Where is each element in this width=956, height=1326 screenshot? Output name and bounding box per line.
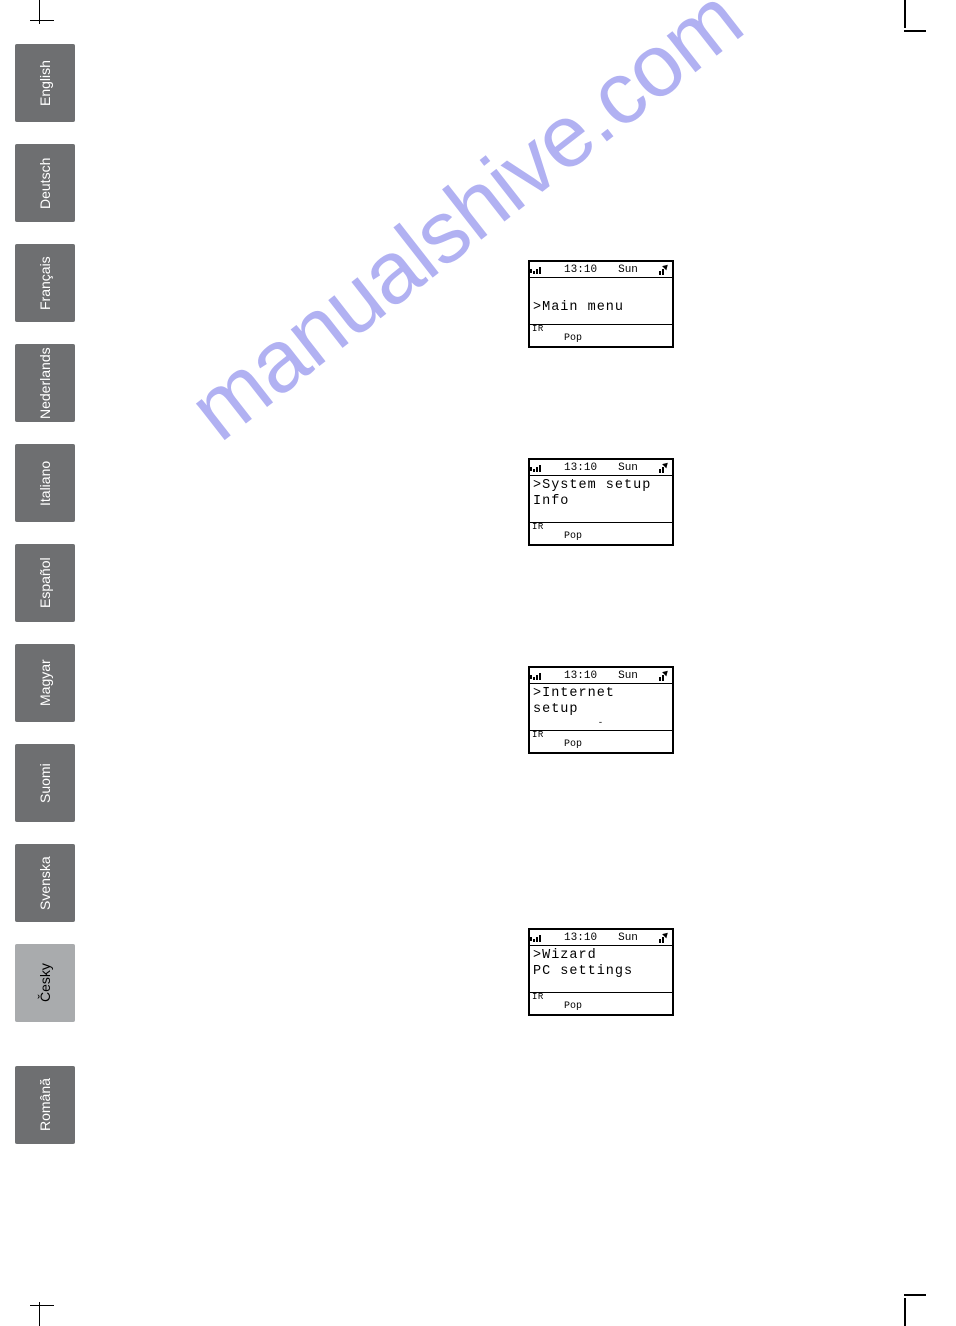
lcd-day: Sun: [618, 670, 638, 682]
lcd-genre-label: Pop: [564, 333, 582, 344]
lcd-screen-3: 13:10Sun>Wizard PC settingsIRPop: [528, 928, 674, 1016]
language-tab-magyar[interactable]: Magyar: [15, 644, 75, 722]
lcd-status-bar: 13:10 Sun: [530, 930, 672, 946]
language-tab-română[interactable]: Română: [15, 1066, 75, 1144]
lcd-line1: >Internet setup: [533, 686, 669, 718]
volume-signal-icon: [533, 933, 543, 942]
lcd-time: 13:10: [564, 670, 597, 682]
lcd-line2: Info: [533, 494, 669, 510]
language-tab-français[interactable]: Français: [15, 244, 75, 322]
lcd-screen-1: 13:10Sun>System setup InfoIRPop: [528, 458, 674, 546]
wifi-signal-icon: [659, 463, 669, 473]
language-tab-svenska[interactable]: Svenska: [15, 844, 75, 922]
lcd-status-bar: 13:10 Sun: [530, 668, 672, 684]
lcd-body: >Wizard PC settings: [530, 946, 672, 992]
language-tab-italiano[interactable]: Italiano: [15, 444, 75, 522]
wifi-signal-icon: [659, 265, 669, 275]
lcd-footer: IR Pop: [530, 730, 672, 752]
lcd-screen-0: 13:10 Sun >Main menu IR Pop: [528, 260, 674, 348]
language-tab-česky[interactable]: Česky: [15, 944, 75, 1022]
lcd-day: Sun: [618, 264, 638, 276]
crop-mark: [30, 20, 54, 30]
lcd-line1: >Wizard: [533, 948, 669, 964]
lcd-footer: IR Pop: [530, 522, 672, 544]
language-tab-nederlands[interactable]: Nederlands: [15, 344, 75, 422]
language-tab-español[interactable]: Español: [15, 544, 75, 622]
lcd-mode-label: IR: [532, 731, 544, 740]
lcd-mode-label: IR: [532, 993, 544, 1002]
lcd-line1: >System setup: [533, 478, 669, 494]
lcd-footer: IR Pop: [530, 324, 672, 346]
lcd-status-bar: 13:10 Sun: [530, 262, 672, 278]
crop-mark: [904, 0, 906, 28]
lcd-mode-label: IR: [532, 325, 544, 334]
crop-mark: [904, 30, 926, 32]
volume-signal-icon: [533, 463, 543, 472]
wifi-signal-icon: [659, 671, 669, 681]
volume-signal-icon: [533, 265, 543, 274]
lcd-body: >Internet setup-: [530, 684, 672, 730]
language-tab-deutsch[interactable]: Deutsch: [15, 144, 75, 222]
lcd-body: >System setup Info: [530, 476, 672, 522]
language-tabs: English Deutsch Français Nederlands Italiano…: [15, 44, 75, 1144]
language-tab-english[interactable]: English: [15, 44, 75, 122]
crop-mark: [904, 1298, 906, 1326]
lcd-mode-label: IR: [532, 523, 544, 532]
lcd-screen-2: 13:10Sun>Internet setup-IRPop: [528, 666, 674, 754]
lcd-genre-label: Pop: [564, 1001, 582, 1012]
lcd-genre-label: Pop: [564, 531, 582, 542]
lcd-body: >Main menu: [530, 278, 672, 324]
lcd-time: 13:10: [564, 462, 597, 474]
lcd-day: Sun: [618, 932, 638, 944]
lcd-footer: IR Pop: [530, 992, 672, 1014]
wifi-signal-icon: [659, 933, 669, 943]
lcd-line1: >Main menu: [533, 300, 669, 316]
lcd-time: 13:10: [564, 264, 597, 276]
lcd-scroll-indicator: -: [533, 718, 669, 728]
lcd-time: 13:10: [564, 932, 597, 944]
crop-mark: [30, 1296, 54, 1306]
watermark-text: manualshive.com: [170, 0, 761, 460]
lcd-genre-label: Pop: [564, 739, 582, 750]
lcd-status-bar: 13:10 Sun: [530, 460, 672, 476]
lcd-line2: PC settings: [533, 964, 669, 980]
lcd-day: Sun: [618, 462, 638, 474]
volume-signal-icon: [533, 671, 543, 680]
crop-mark: [904, 1294, 926, 1296]
language-tab-suomi[interactable]: Suomi: [15, 744, 75, 822]
